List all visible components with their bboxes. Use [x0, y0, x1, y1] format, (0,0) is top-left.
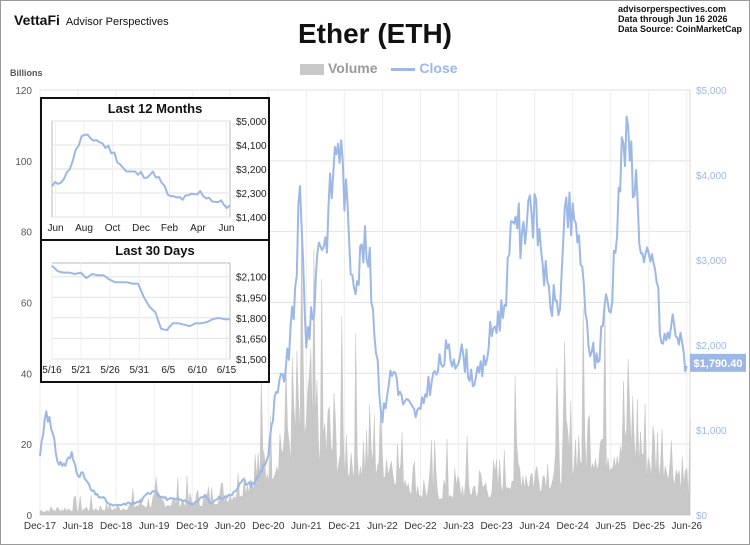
inset-x-tick-label: 6/5: [161, 365, 175, 376]
y-right-tick-label: $0: [696, 511, 708, 522]
legend-volume-label: Volume: [328, 60, 378, 76]
chart-title: Ether (ETH): [298, 18, 452, 49]
y-right-tick-label: $2,000: [696, 341, 727, 352]
inset-y-tick-label: $3,200: [236, 165, 267, 176]
legend: Volume Close: [300, 60, 458, 76]
volume-area: [39, 237, 691, 516]
x-tick-label: Jun-21: [291, 521, 322, 532]
inset-x-tick-label: Apr: [190, 223, 206, 234]
inset-x-tick-label: Jun: [47, 223, 63, 234]
inset-x-tick-label: Feb: [161, 223, 179, 234]
inset-x-tick-label: 5/21: [71, 365, 91, 376]
inset-y-tick-label: $1,500: [236, 355, 267, 366]
x-tick-label: Jun-18: [63, 521, 94, 532]
site-url: advisorperspectives.com: [617, 4, 727, 14]
y-left-tick-label: 60: [21, 299, 33, 310]
y-right-tick-label: $3,000: [696, 256, 727, 267]
x-tick-label: Dec-20: [252, 521, 285, 532]
inset-y-tick-label: $1,950: [236, 293, 267, 304]
inset-y-tick-label: $1,800: [236, 314, 267, 325]
data-source: Data Source: CoinMarketCap: [617, 24, 742, 34]
x-tick-label: Dec-25: [633, 521, 666, 532]
y-right-tick-label: $5,000: [696, 86, 727, 97]
inset-x-tick-label: Aug: [75, 223, 93, 234]
source-info: advisorperspectives.com Data through Jun…: [618, 4, 742, 34]
y-left-tick-label: 0: [26, 511, 32, 522]
inset-y-tick-label: $2,100: [236, 273, 267, 284]
inset-x-tick-label: 5/16: [42, 365, 62, 376]
last-close-badge: [690, 353, 746, 372]
data-through: Data through Jun 16 2026: [617, 14, 728, 24]
inset-x-tick-label: Oct: [105, 223, 121, 234]
inset-x-tick-label: 5/31: [129, 365, 149, 376]
x-tick-label: Dec-23: [480, 521, 513, 532]
inset-y-tick-label: $2,300: [236, 189, 267, 200]
inset-30d-chart: $1,500 $1,650 $1,800 $1,950 $2,100 5/16 5/21 5/…: [42, 262, 267, 376]
inset-x-tick-label: 6/15: [217, 365, 237, 376]
inset-last-30-days: Last 30 Days $1,500 $1,650 $1,800 $1,950 $2,…: [40, 239, 270, 383]
brand-subtitle: Advisor Perspectives: [65, 16, 169, 28]
y-left-tick-label: 100: [15, 157, 32, 168]
x-tick-label: Dec-22: [404, 521, 437, 532]
inset-x-tick-label: 6/10: [188, 365, 208, 376]
last-close-label: $1,790.40: [694, 358, 743, 370]
inset-12m-chart: $1,400 $2,300 $3,200 $4,100 $5,000 Jun Aug Oct D…: [47, 117, 267, 234]
x-tick-label: Dec-21: [328, 521, 361, 532]
y-right-tick-label: $1,000: [696, 426, 727, 437]
x-tick-label: Jun-19: [139, 521, 170, 532]
left-axis-unit: Billions: [10, 68, 43, 78]
x-tick-label: Jun-25: [595, 521, 626, 532]
legend-close-swatch: [391, 67, 416, 71]
x-tick-label: Jun-22: [367, 521, 398, 532]
inset-y-tick-label: $4,100: [236, 141, 267, 152]
x-tick-label: Jun-24: [519, 521, 550, 532]
inset-x-tick-label: Dec: [132, 223, 150, 234]
y-left-tick-label: 20: [21, 440, 33, 451]
inset-close-line: [51, 264, 230, 332]
inset-y-tick-label: $5,000: [236, 117, 267, 128]
y-left-tick-label: 120: [15, 86, 32, 97]
inset-y-tick-label: $1,650: [236, 334, 267, 345]
vettafi-logo: VettaFi Advisor Perspectives: [14, 12, 169, 28]
inset-x-tick-label: 5/26: [100, 365, 120, 376]
legend-volume-swatch: [300, 63, 324, 75]
x-tick-label: Jun-23: [443, 521, 474, 532]
legend-close-label: Close: [419, 60, 458, 76]
inset-y-tick-label: $1,400: [236, 213, 267, 224]
y-left-tick-label: 40: [21, 369, 33, 380]
x-tick-label: Dec-17: [24, 521, 57, 532]
x-tick-label: Dec-19: [176, 521, 209, 532]
brand-name: VettaFi: [14, 12, 60, 28]
x-tick-label: Jun-20: [215, 521, 246, 532]
inset-close-line: [51, 133, 231, 209]
inset-30d-title: Last 30 Days: [115, 243, 195, 258]
inset-plot-area: [51, 262, 231, 360]
inset-x-tick-label: Jun: [218, 223, 234, 234]
inset-12m-title: Last 12 Months: [107, 101, 203, 116]
inset-last-12-months: Last 12 Months $1,400 $2,300 $3,200 $4,100 $…: [40, 97, 270, 241]
y-left-tick-label: 80: [21, 228, 33, 239]
x-tick-label: Jun-26: [672, 521, 703, 532]
y-right-tick-label: $4,000: [696, 171, 727, 182]
x-tick-label: Dec-18: [100, 521, 133, 532]
x-tick-label: Dec-24: [557, 521, 590, 532]
close-line: [39, 115, 688, 507]
